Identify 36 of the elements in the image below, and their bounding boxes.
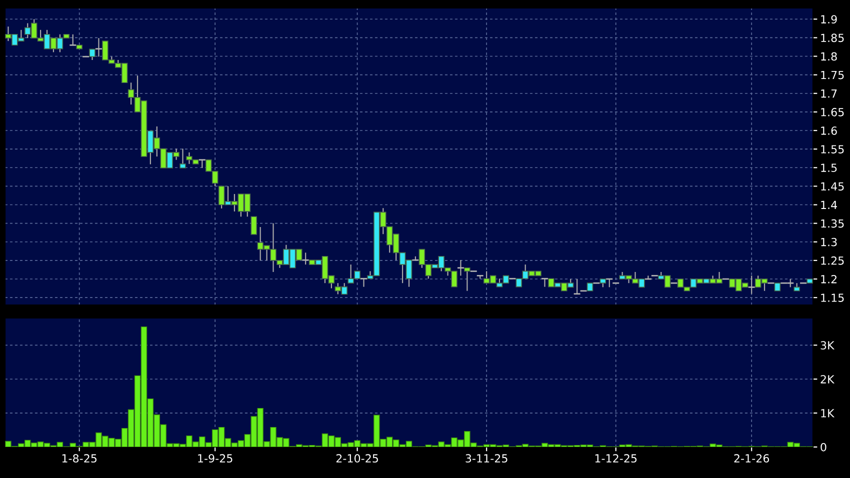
candlestick <box>360 278 368 288</box>
y-tick-label: 1.9 <box>821 15 837 24</box>
x-tick-label: 1-9-25 <box>198 454 232 463</box>
y-tick-label: 1.25 <box>821 256 844 265</box>
y-tick-label: 1.5 <box>821 164 837 172</box>
candlestick <box>68 34 77 46</box>
candlestick <box>180 148 186 169</box>
y-tick-label: 1.15 <box>821 294 844 302</box>
y-tick-label: 1.8 <box>821 52 837 61</box>
candlestick <box>540 278 549 288</box>
y-tick-label: 1.3 <box>821 238 837 246</box>
candlestick <box>573 278 581 295</box>
candlestick <box>302 252 310 266</box>
y-tick-label: 1.85 <box>821 34 844 42</box>
y-tick-label: 3K <box>820 341 835 350</box>
candlestick <box>94 38 103 58</box>
x-tick-label: 1-8-25 <box>62 454 97 463</box>
y-tick-label: 1.45 <box>821 182 844 191</box>
x-tick-label: 3-11-25 <box>466 454 508 463</box>
y-tick-label: 1.65 <box>821 108 844 116</box>
y-tick-label: 2K <box>820 375 835 384</box>
y-tick-label: 1.7 <box>821 90 837 98</box>
y-tick-label: 1K <box>821 409 835 418</box>
y-tick-label: 1.55 <box>821 145 844 154</box>
y-tick-label: 1.2 <box>821 274 836 284</box>
candlestick <box>456 260 465 276</box>
candlestick <box>748 275 756 294</box>
y-tick-label: 1.35 <box>821 219 844 228</box>
x-tick-label: 2-1-26 <box>734 454 770 463</box>
x-tick-label: 2-10-25 <box>336 454 378 463</box>
candlestick <box>250 216 257 235</box>
y-tick-label: 0 <box>820 442 826 452</box>
y-tick-label: 1.4 <box>821 200 837 209</box>
y-tick-label: 1.75 <box>821 70 844 80</box>
x-tick-label: 1-12-25 <box>595 454 637 463</box>
y-tick-label: 1.6 <box>821 126 837 135</box>
